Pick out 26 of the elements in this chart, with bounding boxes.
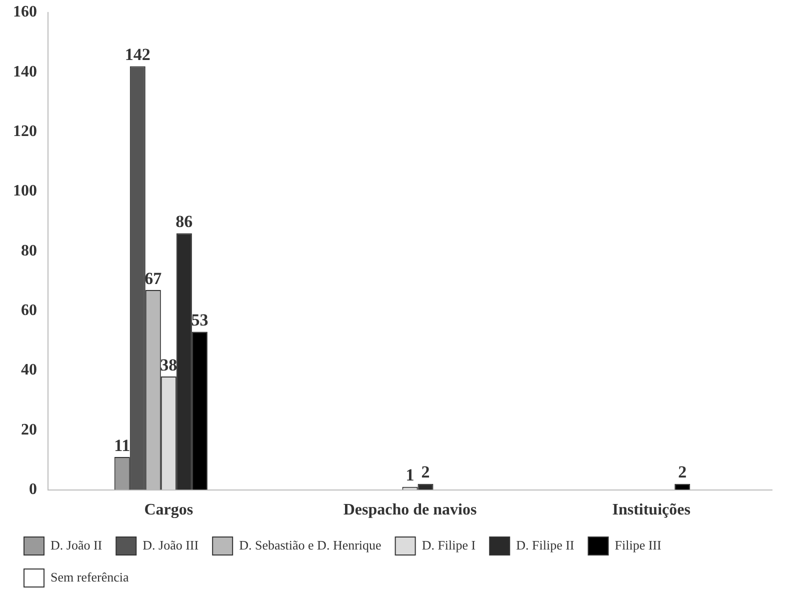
legend-label: D. Sebastião e D. Henrique [239, 537, 382, 552]
y-tick-label: 60 [21, 302, 37, 319]
legend-label: D. Filipe II [516, 537, 574, 552]
y-tick-label: 100 [13, 182, 37, 200]
legend-label: Sem referência [50, 569, 130, 584]
data-label: 86 [176, 212, 193, 232]
data-label: 2 [421, 462, 430, 482]
data-label: 142 [124, 45, 150, 64]
x-tick-label: Cargos [144, 502, 194, 519]
data-label: 11 [114, 436, 130, 455]
data-label: 1 [406, 466, 414, 485]
y-tick-label: 0 [29, 480, 37, 498]
legend-label: D. João III [142, 537, 199, 552]
y-tick-label: 80 [21, 242, 37, 260]
legend-label: D. Filipe I [422, 537, 476, 552]
y-tick-label: 140 [13, 63, 37, 80]
legend-label: D. João II [50, 537, 102, 552]
y-tick-label: 120 [13, 123, 37, 140]
data-label: 2 [678, 462, 687, 482]
legend-label: Filipe III [614, 537, 662, 552]
y-tick-label: 20 [21, 421, 37, 438]
y-tick-label: 160 [13, 4, 37, 21]
y-tick-label: 40 [21, 362, 37, 379]
x-tick-label: Instituições [612, 502, 690, 519]
x-tick-label: Despacho de navios [343, 502, 477, 519]
data-label: 53 [191, 310, 208, 330]
